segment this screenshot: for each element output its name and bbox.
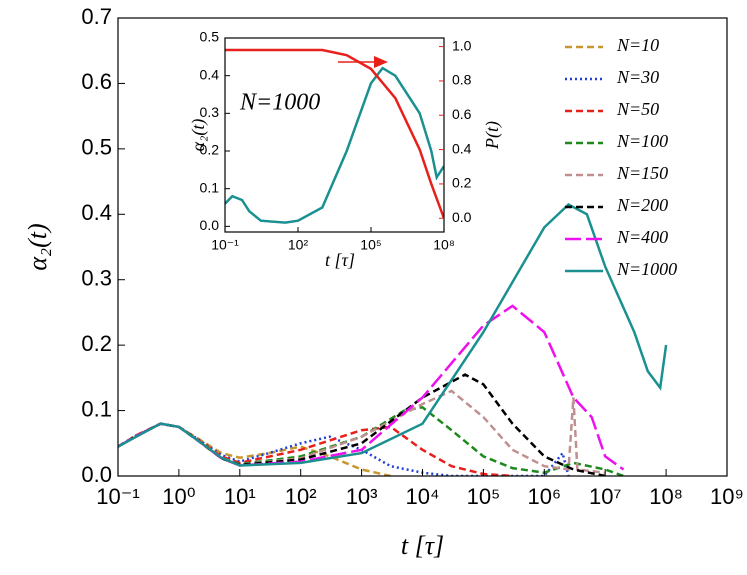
y-tick-label: 0.1	[81, 396, 112, 421]
y-axis-label: α₂(t)	[188, 119, 209, 152]
y-tick-label: 0.0	[81, 462, 112, 487]
legend-label: N=400	[616, 227, 668, 247]
inset-background	[225, 38, 444, 232]
y2-tick-label: 0.2	[452, 175, 472, 191]
x-tick-label: 10⁷	[589, 484, 621, 509]
arrow-head	[374, 56, 388, 68]
x-tick-label: 10¹	[224, 484, 256, 509]
y-tick-label: 0.1	[200, 179, 220, 195]
y-tick-label: 0.4	[200, 66, 220, 82]
series-line	[118, 422, 513, 476]
y-tick-label: 0.5	[81, 135, 112, 160]
y-tick-label: 0.2	[200, 142, 220, 158]
y-tick-label: 0.7	[81, 4, 112, 29]
x-tick-label: 10⁹	[710, 484, 744, 509]
x-tick-label: 10⁴	[406, 484, 440, 509]
legend-label: N=1000	[616, 259, 677, 279]
x-tick-label: 10²	[288, 237, 309, 253]
series-line	[118, 304, 625, 471]
y-tick-label: 0.3	[81, 266, 112, 291]
inset-plot: 10⁻¹ 10² 10⁵ 10⁸ 0.0 0.1 0.2 0.3 0.4 0.5 0.0 0.2 0.4…	[188, 29, 503, 270]
y2-tick-label: 0.6	[452, 106, 472, 122]
y2-tick-label: 0.0	[452, 209, 472, 225]
axes-frame	[224, 37, 445, 233]
y2-axis-label: P(t)	[482, 121, 503, 150]
x-tick-label: 10⁰	[162, 484, 195, 509]
series-line	[118, 422, 391, 476]
legend-label: N=150	[616, 163, 668, 183]
y-axis-label: α₂(t)	[23, 223, 52, 270]
annotation: N=1000	[239, 90, 320, 116]
series-line	[225, 48, 444, 219]
y-tick-label: 0.2	[81, 331, 112, 356]
x-tick-label: 10³	[346, 484, 378, 509]
x-tick-label: 10⁸	[649, 484, 683, 509]
series-line	[118, 405, 624, 476]
x-tick-label: 10⁵	[360, 237, 381, 253]
x-tick-label: 10⁸	[433, 237, 455, 253]
series-line	[118, 202, 668, 467]
series-line	[118, 389, 606, 474]
legend-label: N=30	[616, 67, 659, 87]
y-tick-label: 0.4	[81, 200, 112, 225]
y-tick-label: 0.0	[200, 217, 220, 233]
legend-label: N=50	[616, 99, 659, 119]
x-axis-label: t [τ]	[401, 531, 444, 560]
legend-label: N=200	[616, 195, 668, 215]
y-tick-label: 0.5	[200, 29, 220, 45]
x-axis-label: t [τ]	[325, 250, 355, 270]
series-line	[225, 66, 444, 224]
x-tick-label: 10⁵	[467, 484, 501, 509]
y2-tick-label: 1.0	[452, 37, 472, 53]
legend-label: N=10	[616, 35, 659, 55]
y-tick-label: 0.3	[200, 104, 220, 120]
x-tick-label: 10⁶	[528, 484, 562, 509]
main-plot: 10⁻¹ 10⁰ 10¹ 10² 10³ 10⁴ 10⁵ 10⁶ 10⁷ 10⁸ 10⁹ 0.0 0.1…	[23, 4, 744, 560]
y2-tick-label: 0.4	[452, 140, 472, 156]
x-tick-label: 10²	[285, 484, 317, 509]
x-tick-label: 10⁻¹	[96, 484, 139, 509]
legend-label: N=100	[616, 131, 668, 151]
y2-tick-label: 0.8	[452, 72, 472, 88]
y-tick-label: 0.6	[81, 69, 112, 94]
x-tick-label: 10⁻¹	[211, 237, 239, 253]
